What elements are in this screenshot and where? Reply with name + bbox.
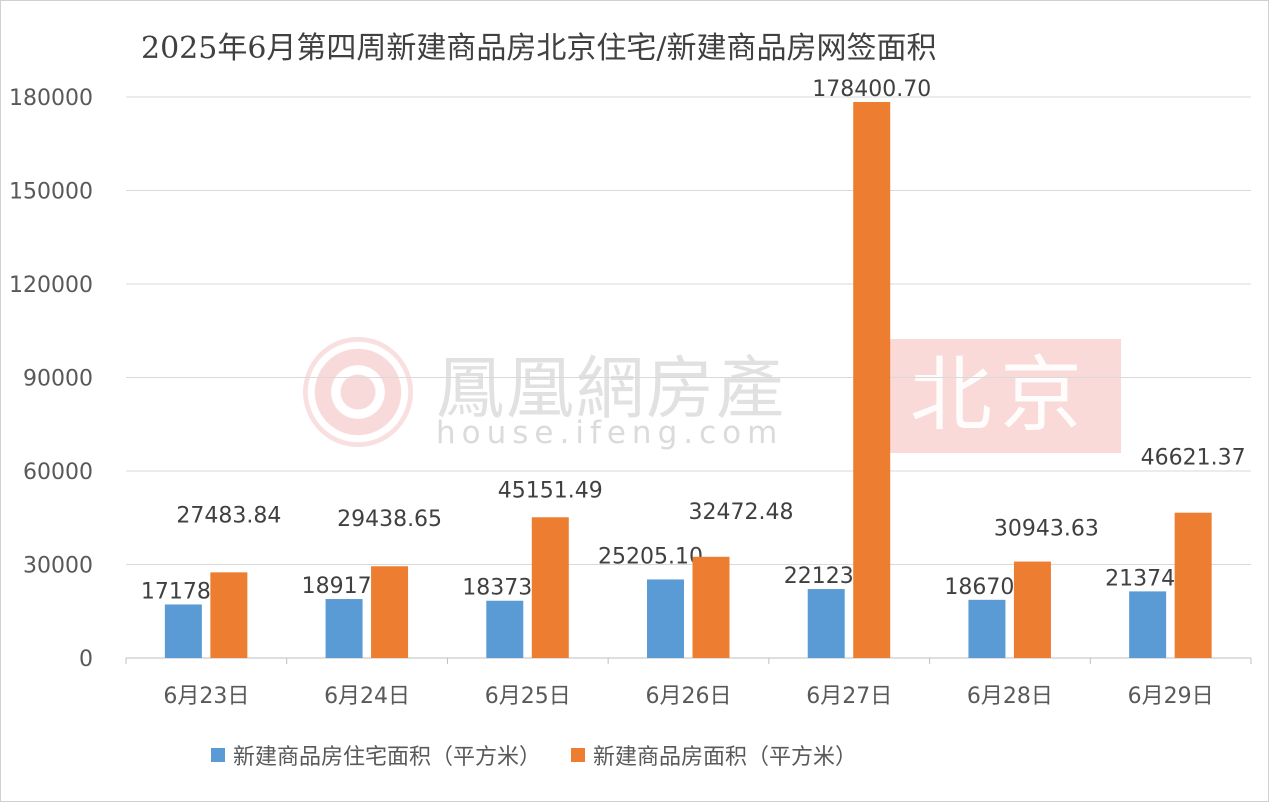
y-tick-label: 120000 (9, 273, 93, 298)
legend-item-residential: 新建商品房住宅面积（平方米） (211, 739, 541, 771)
bar-total (1013, 561, 1051, 658)
x-tick-label: 6月28日 (967, 684, 1053, 709)
legend: 新建商品房住宅面积（平方米） 新建商品房面积（平方米） (211, 739, 857, 771)
x-tick-label: 6月25日 (485, 684, 571, 709)
bar-total (531, 517, 569, 658)
y-tick-label: 180000 (9, 86, 93, 111)
legend-swatch-residential (211, 748, 225, 762)
bar-total (371, 566, 409, 658)
bar-residential (647, 579, 684, 658)
bar-residential (1129, 591, 1167, 658)
data-label-total: 29438.65 (337, 507, 442, 532)
chart-title: 2025年6月第四周新建商品房北京住宅/新建商品房网签面积 (141, 31, 937, 66)
data-label-total: 27483.84 (176, 503, 281, 528)
data-label-residential: 25205.10 (598, 544, 703, 569)
legend-label-total: 新建商品房面积（平方米） (593, 745, 858, 770)
bar-residential (968, 599, 1006, 658)
x-tick-label: 6月23日 (163, 684, 249, 709)
data-label-total: 46621.37 (1141, 446, 1246, 471)
y-tick-label: 90000 (23, 367, 93, 392)
bar-residential (807, 589, 845, 658)
bar-residential (164, 604, 202, 658)
x-tick-label: 6月24日 (324, 684, 410, 709)
x-tick-label: 6月29日 (1128, 684, 1214, 709)
bar-residential (486, 600, 524, 658)
x-tick-label: 6月26日 (646, 684, 732, 709)
y-tick-label: 60000 (23, 460, 93, 485)
data-label-total: 30943.63 (994, 517, 1099, 542)
y-tick-label: 30000 (23, 554, 93, 579)
legend-swatch-total (571, 748, 586, 762)
data-label-total: 178400.70 (812, 77, 931, 102)
legend-label-residential: 新建商品房住宅面积（平方米） (233, 745, 542, 770)
bar-total (853, 101, 891, 658)
data-label-total: 45151.49 (498, 478, 603, 503)
bar-total (692, 556, 730, 658)
bar-total (210, 572, 248, 658)
y-tick-label: 0 (79, 647, 93, 672)
y-tick-label: 150000 (9, 180, 93, 205)
bar-residential (325, 599, 363, 658)
bar-total (1174, 512, 1212, 658)
x-tick-label: 6月27日 (806, 684, 892, 709)
data-label-total: 32472.48 (689, 500, 794, 525)
legend-item-total: 新建商品房面积（平方米） (571, 739, 857, 771)
